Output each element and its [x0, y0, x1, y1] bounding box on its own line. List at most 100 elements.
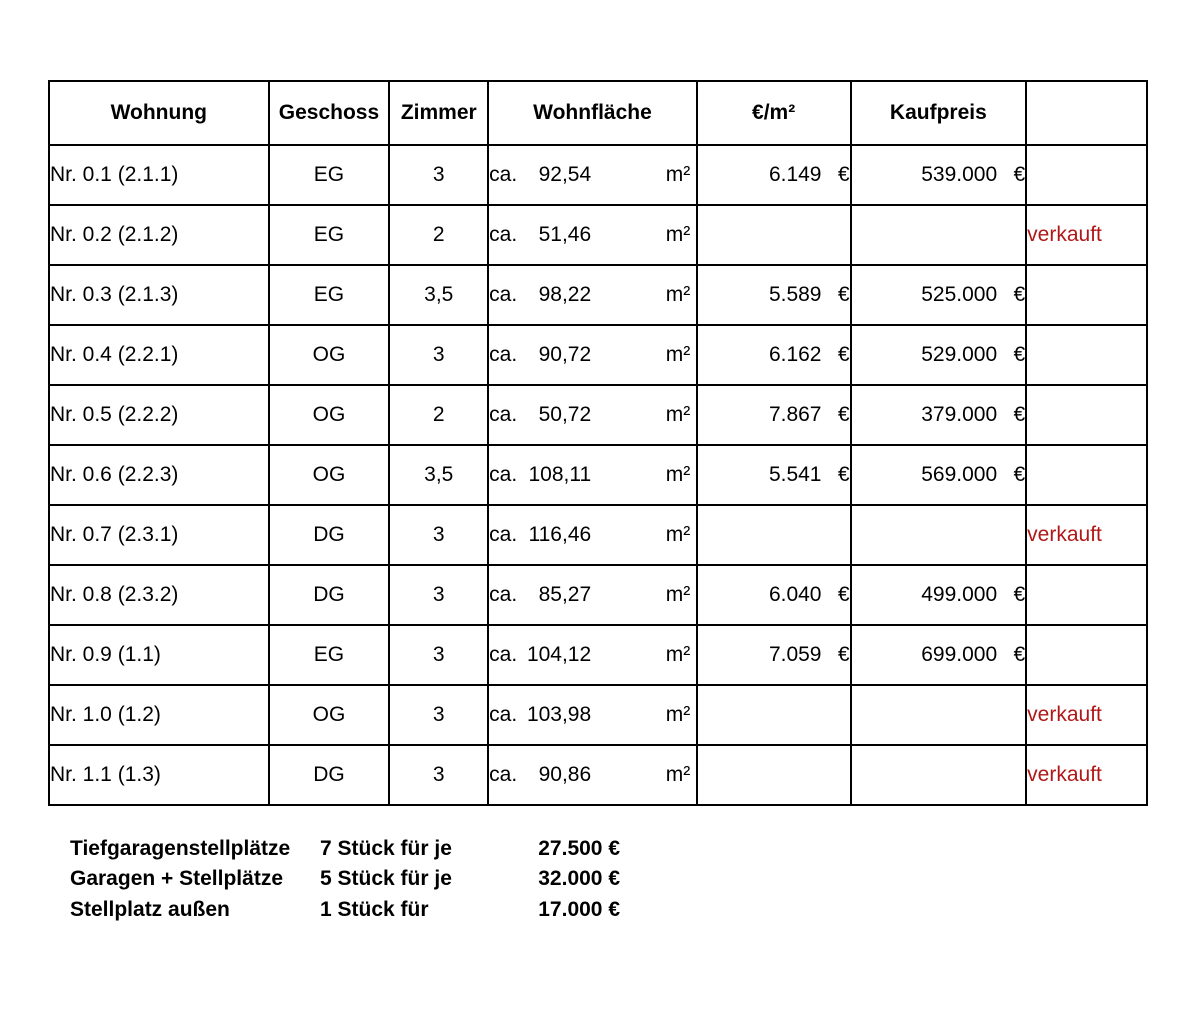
col-header-kaufpreis: Kaufpreis [851, 81, 1027, 145]
cell-kaufpreis [851, 505, 1027, 565]
table-row: Nr. 0.8 (2.3.2)DG3ca.85,27m²6.040€499.00… [49, 565, 1147, 625]
cell-status [1026, 385, 1147, 445]
footnote-row: Garagen + Stellplätze5 Stück für je32.00… [70, 864, 1152, 894]
area-unit: m² [666, 343, 696, 367]
cell-wohnflaeche: ca.90,86m² [488, 745, 697, 805]
area-prefix: ca. [489, 703, 521, 727]
table-row: Nr. 0.5 (2.2.2)OG2ca.50,72m²7.867€379.00… [49, 385, 1147, 445]
status-sold-label: verkauft [1027, 223, 1102, 246]
footnote-price: 32.000 € [500, 864, 620, 894]
currency-symbol: € [822, 343, 850, 367]
table-row: Nr. 0.2 (2.1.2)EG2ca.51,46 m² verkauft [49, 205, 1147, 265]
currency-symbol: € [822, 463, 850, 487]
cell-status [1026, 325, 1147, 385]
col-header-geschoss: Geschoss [269, 81, 390, 145]
currency-symbol: € [997, 463, 1025, 487]
cell-zimmer: 3 [389, 625, 488, 685]
area-value: 92,54 [521, 163, 591, 187]
cell-kaufpreis: 529.000€ [851, 325, 1027, 385]
area-prefix: ca. [489, 223, 521, 247]
area-value: 85,27 [521, 583, 591, 607]
area-unit: m² [666, 223, 696, 247]
cell-eur-m2: 5.541€ [697, 445, 851, 505]
cell-status [1026, 445, 1147, 505]
currency-symbol: € [997, 343, 1025, 367]
footnote-qty: 1 Stück für [320, 895, 500, 925]
area-value: 116,46 [521, 523, 591, 547]
cell-eur-m2 [697, 205, 851, 265]
cell-kaufpreis [851, 205, 1027, 265]
price-value: 379.000 [921, 403, 997, 427]
cell-eur-m2 [697, 505, 851, 565]
cell-zimmer: 2 [389, 205, 488, 265]
cell-wohnung: Nr. 0.9 (1.1) [49, 625, 269, 685]
area-prefix: ca. [489, 163, 521, 187]
cell-eur-m2: 6.149€ [697, 145, 851, 205]
cell-wohnung: Nr. 0.3 (2.1.3) [49, 265, 269, 325]
cell-wohnung: Nr. 0.4 (2.2.1) [49, 325, 269, 385]
cell-eur-m2: 7.867€ [697, 385, 851, 445]
area-prefix: ca. [489, 643, 521, 667]
col-header-eur-m2: €/m² [697, 81, 851, 145]
cell-status: verkauft [1026, 685, 1147, 745]
cell-wohnflaeche: ca.51,46 m² [488, 205, 697, 265]
cell-wohnflaeche: ca.85,27m² [488, 565, 697, 625]
eur-m2-value: 6.040 [769, 583, 822, 607]
cell-status [1026, 565, 1147, 625]
area-unit: m² [666, 703, 696, 727]
area-unit: m² [666, 763, 696, 787]
cell-geschoss: OG [269, 685, 390, 745]
cell-kaufpreis: 539.000€ [851, 145, 1027, 205]
eur-m2-value: 6.149 [769, 163, 822, 187]
status-sold-label: verkauft [1027, 523, 1102, 546]
cell-geschoss: OG [269, 325, 390, 385]
cell-eur-m2 [697, 745, 851, 805]
footnote-price: 17.000 € [500, 895, 620, 925]
cell-kaufpreis: 569.000€ [851, 445, 1027, 505]
currency-symbol: € [997, 403, 1025, 427]
footnote-row: Tiefgaragenstellplätze7 Stück für je27.5… [70, 834, 1152, 864]
cell-zimmer: 3 [389, 325, 488, 385]
area-value: 51,46 [521, 223, 591, 247]
footnote-label: Garagen + Stellplätze [70, 864, 320, 894]
table-row: Nr. 1.0 (1.2)OG3ca.103,98m²verkauft [49, 685, 1147, 745]
cell-zimmer: 3 [389, 745, 488, 805]
area-prefix: ca. [489, 763, 521, 787]
cell-status: verkauft [1026, 505, 1147, 565]
footnote-label: Tiefgaragenstellplätze [70, 834, 320, 864]
apartment-price-table: Wohnung Geschoss Zimmer Wohnfläche €/m² … [48, 80, 1148, 806]
cell-geschoss: DG [269, 745, 390, 805]
col-header-zimmer: Zimmer [389, 81, 488, 145]
table-row: Nr. 0.1 (2.1.1)EG3ca.92,54m²6.149€539.00… [49, 145, 1147, 205]
cell-wohnung: Nr. 0.7 (2.3.1) [49, 505, 269, 565]
cell-geschoss: EG [269, 625, 390, 685]
cell-geschoss: DG [269, 505, 390, 565]
cell-geschoss: EG [269, 205, 390, 265]
table-row: Nr. 0.4 (2.2.1)OG3ca.90,72m²6.162€529.00… [49, 325, 1147, 385]
price-value: 499.000 [921, 583, 997, 607]
cell-wohnung: Nr. 0.1 (2.1.1) [49, 145, 269, 205]
cell-wohnung: Nr. 1.1 (1.3) [49, 745, 269, 805]
footnote-label: Stellplatz außen [70, 895, 320, 925]
eur-m2-value: 7.867 [769, 403, 822, 427]
cell-zimmer: 3 [389, 505, 488, 565]
cell-eur-m2: 5.589€ [697, 265, 851, 325]
cell-status: verkauft [1026, 745, 1147, 805]
eur-m2-value: 5.541 [769, 463, 822, 487]
eur-m2-value: 7.059 [769, 643, 822, 667]
cell-wohnflaeche: ca.116,46m² [488, 505, 697, 565]
footnote-qty: 7 Stück für je [320, 834, 500, 864]
cell-wohnung: Nr. 0.8 (2.3.2) [49, 565, 269, 625]
area-prefix: ca. [489, 583, 521, 607]
cell-wohnflaeche: ca.50,72m² [488, 385, 697, 445]
cell-wohnflaeche: ca.92,54m² [488, 145, 697, 205]
currency-symbol: € [822, 163, 850, 187]
cell-zimmer: 3,5 [389, 445, 488, 505]
area-prefix: ca. [489, 343, 521, 367]
cell-wohnung: Nr. 0.2 (2.1.2) [49, 205, 269, 265]
price-value: 699.000 [921, 643, 997, 667]
col-header-wohnung: Wohnung [49, 81, 269, 145]
table-row: Nr. 1.1 (1.3)DG3ca.90,86m² verkauft [49, 745, 1147, 805]
eur-m2-value: 6.162 [769, 343, 822, 367]
cell-wohnung: Nr. 0.6 (2.2.3) [49, 445, 269, 505]
